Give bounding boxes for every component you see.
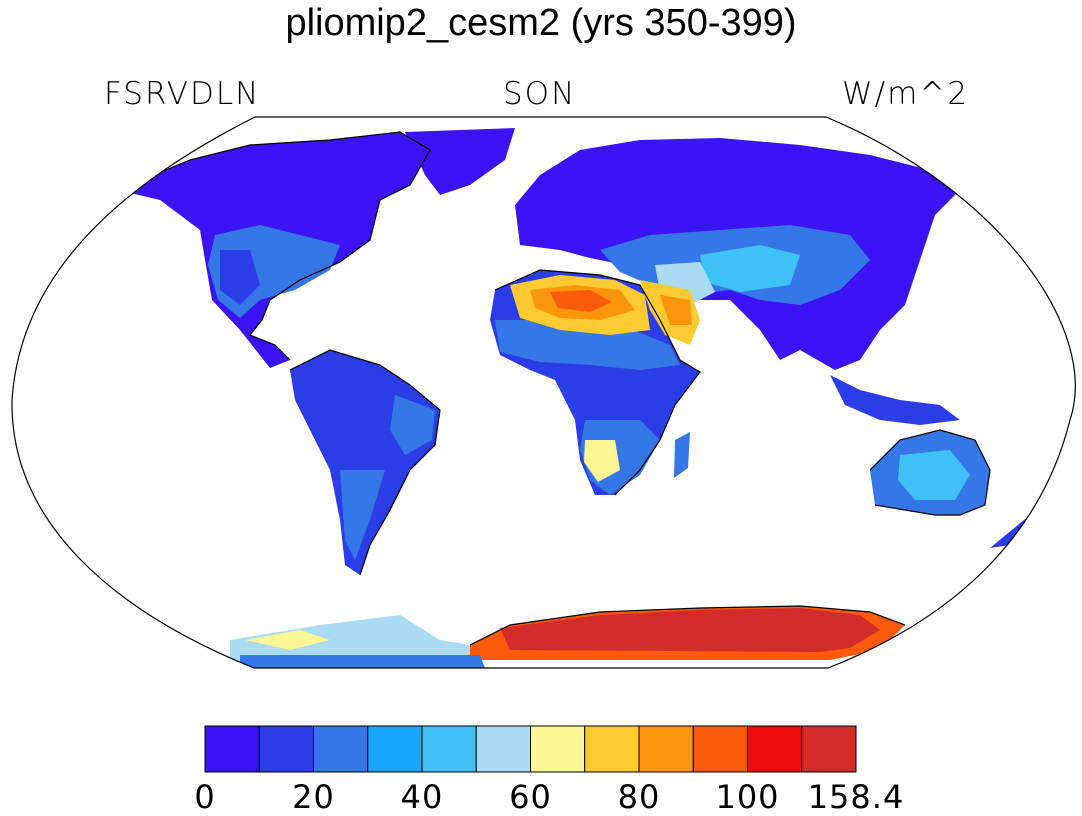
colorbar-tick-label: 158.4 [807, 778, 905, 816]
variable-label: FSRVDLN [104, 76, 261, 112]
plot-title: pliomip2_cesm2 (yrs 350-399) [285, 2, 797, 44]
tibet-plateau [700, 245, 800, 292]
antarctica-peninsula [245, 630, 330, 650]
colorbar-swatch [747, 725, 803, 773]
south-america-south [340, 470, 385, 560]
colorbar-tick-label: 40 [400, 778, 444, 816]
colorbar-tick-label: 60 [509, 778, 552, 816]
australia-interior [898, 450, 970, 500]
kalahari [584, 440, 620, 482]
antarctica-west [230, 615, 490, 668]
colorbar-tick-label: 20 [292, 778, 335, 816]
colorbar-tick-label: 0 [194, 778, 216, 816]
colorbar-swatch [313, 725, 369, 773]
colorbar-swatch [638, 725, 694, 773]
coastlines [117, 131, 991, 646]
colorbar-swatch [584, 725, 640, 773]
colorbar-swatch [530, 725, 586, 773]
sahel [495, 320, 680, 370]
madagascar [674, 432, 690, 478]
south-america-east [390, 395, 435, 455]
map-boundary [11, 116, 1076, 669]
colorbar-swatch [421, 725, 477, 773]
arabia-core [660, 295, 692, 325]
indonesia [830, 375, 960, 425]
greenland [405, 128, 515, 195]
land-fields [118, 128, 1045, 668]
units-label: W/m^2 [842, 76, 969, 112]
antarctica-coast [240, 655, 485, 668]
colorbar-swatch [692, 725, 748, 773]
colorbar-swatch [367, 725, 423, 773]
season-label: SON [503, 76, 577, 112]
sahara-max [550, 290, 612, 312]
colorbar-swatch [475, 725, 531, 773]
colorbar [204, 725, 857, 773]
colorbar-tick-label: 100 [715, 778, 780, 816]
colorbar-swatch [801, 725, 857, 773]
colorbar-swatch [204, 725, 260, 773]
antarctica-east [500, 608, 880, 652]
north-america-west [220, 250, 260, 305]
colorbar-swatch [258, 725, 314, 773]
colorbar-tick-label: 80 [617, 778, 661, 816]
